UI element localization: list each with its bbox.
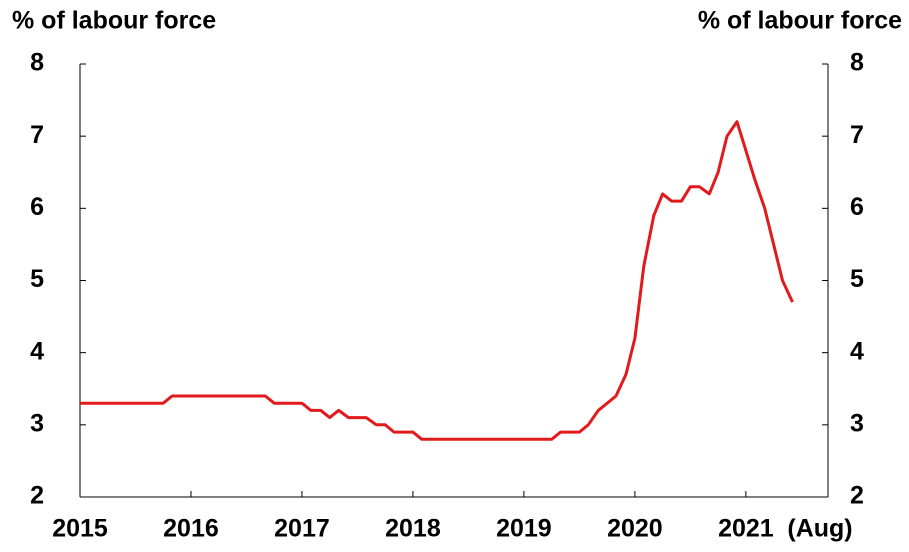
x-tick-label: 2021: [718, 515, 774, 543]
y-tick-label: 6: [30, 193, 44, 221]
y2-tick-label: 2: [850, 482, 864, 510]
x-tick-label: 2017: [274, 515, 330, 543]
y-tick-label: 7: [30, 121, 44, 149]
y2-tick-label: 3: [850, 409, 864, 437]
x-tick-label: 2019: [496, 515, 552, 543]
x-tick-label: 2018: [385, 515, 441, 543]
y2-axis-label: % of labour force: [698, 7, 902, 35]
y2-tick-label: 8: [850, 49, 864, 77]
y-tick-label: 2: [30, 482, 44, 510]
y-axis-label: % of labour force: [12, 7, 216, 35]
x-tick-label: 2016: [163, 515, 219, 543]
y2-tick-label: 4: [850, 337, 864, 365]
y2-tick-label: 6: [850, 193, 864, 221]
y2-tick-label: 7: [850, 121, 864, 149]
data-line: [80, 120, 794, 441]
annotation: (Aug): [787, 515, 852, 543]
x-tick-label: 2020: [607, 515, 663, 543]
y-tick-label: 3: [30, 409, 44, 437]
x-tick-label: 2015: [52, 515, 108, 543]
y-tick-label: 5: [30, 265, 44, 293]
y2-tick-label: 5: [850, 265, 864, 293]
y-tick-label: 4: [30, 337, 44, 365]
y-tick-label: 8: [30, 49, 44, 77]
